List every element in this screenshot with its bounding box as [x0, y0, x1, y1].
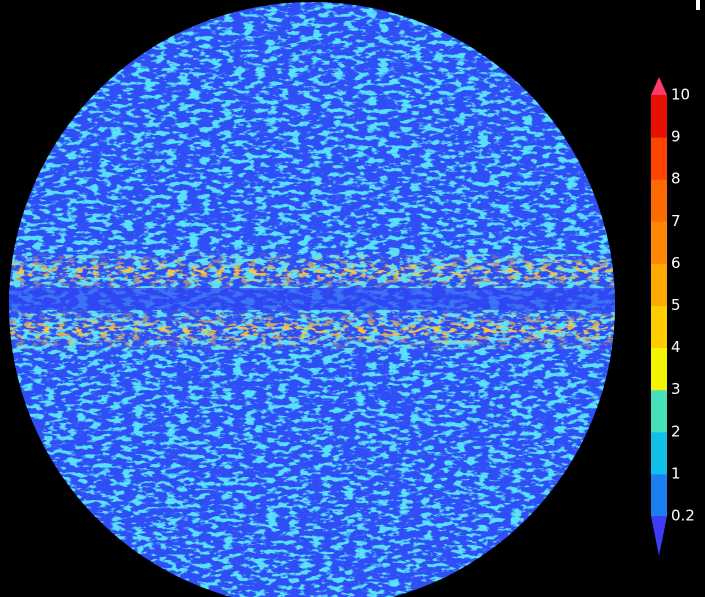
colorbar-tick-label: 3 — [671, 380, 681, 398]
colorbar-tick-label: 9 — [671, 128, 681, 146]
colorbar-segment — [651, 137, 667, 180]
colorbar-tick-label: 10 — [671, 86, 690, 104]
colorbar: 0.2 1 2 3 4 5 6 7 8 9 10 — [651, 77, 695, 556]
corner-mark — [696, 0, 700, 10]
colorbar-tick-label: 8 — [671, 170, 681, 188]
colorbar-segment — [651, 390, 667, 433]
colorbar-tick-label: 1 — [671, 464, 681, 482]
colorbar-tick-label: 2 — [671, 422, 681, 440]
colorbar-segment — [651, 263, 667, 306]
colorbar-tick-label: 7 — [671, 212, 681, 230]
colorbar-segment — [651, 348, 667, 391]
colorbar-segment — [651, 432, 667, 475]
colorbar-tick-label: 5 — [671, 296, 681, 314]
colorbar-tick-label: 6 — [671, 254, 681, 272]
figure: 0.2 1 2 3 4 5 6 7 8 9 10 — [0, 0, 705, 597]
page: 0.212345678910 (() => { const data = JSO… — [0, 0, 705, 597]
colorbar-segment — [651, 179, 667, 222]
solar-disk — [0, 0, 640, 597]
colorbar-under-arrow — [651, 516, 667, 556]
colorbar-segment — [651, 306, 667, 349]
colorbar-segment — [651, 95, 667, 138]
colorbar-tick-label: 4 — [671, 338, 681, 356]
colorbar-segment — [651, 474, 667, 517]
colorbar-tick-label: 0.2 — [671, 507, 695, 525]
colorbar-over-arrow — [651, 77, 667, 95]
colorbar-segment — [651, 221, 667, 264]
